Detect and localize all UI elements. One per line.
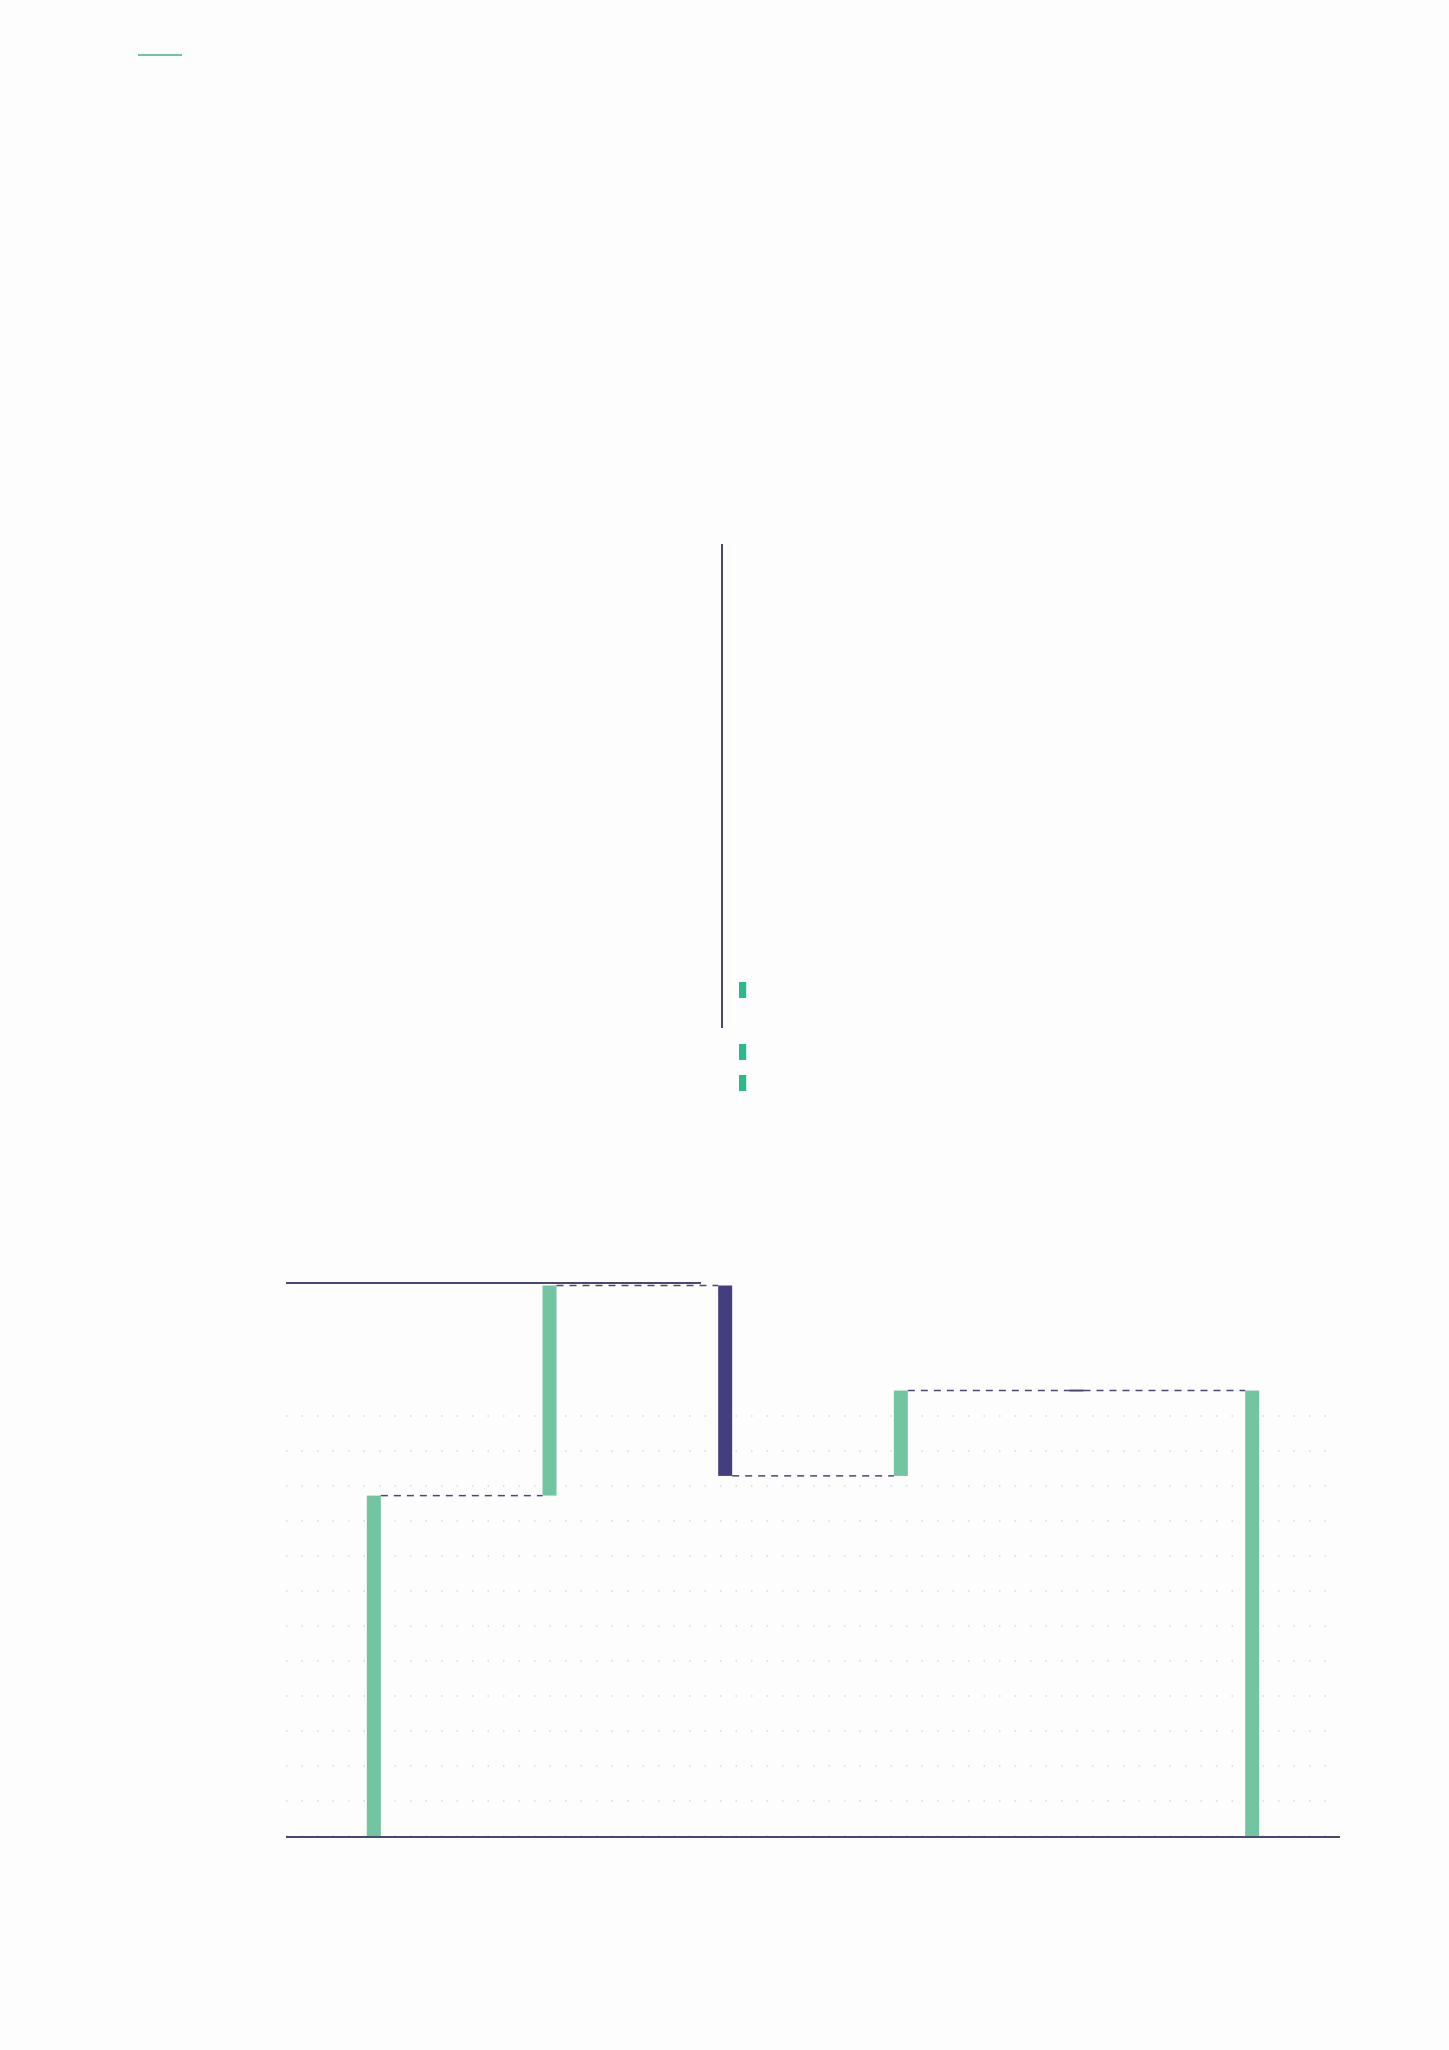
bar-6 bbox=[739, 1044, 747, 1060]
bar-1 bbox=[542, 1285, 557, 1496]
header-accent-rule bbox=[138, 54, 182, 56]
bar-2 bbox=[718, 1285, 733, 1476]
bar-3 bbox=[893, 1390, 908, 1476]
bar-7 bbox=[739, 1075, 747, 1091]
bar-5 bbox=[1245, 1390, 1260, 1837]
waterfall-chart bbox=[286, 1282, 1340, 1838]
bar-0 bbox=[366, 1495, 381, 1837]
bar-4 bbox=[739, 982, 747, 998]
horizontal-bar-chart bbox=[721, 544, 747, 1091]
